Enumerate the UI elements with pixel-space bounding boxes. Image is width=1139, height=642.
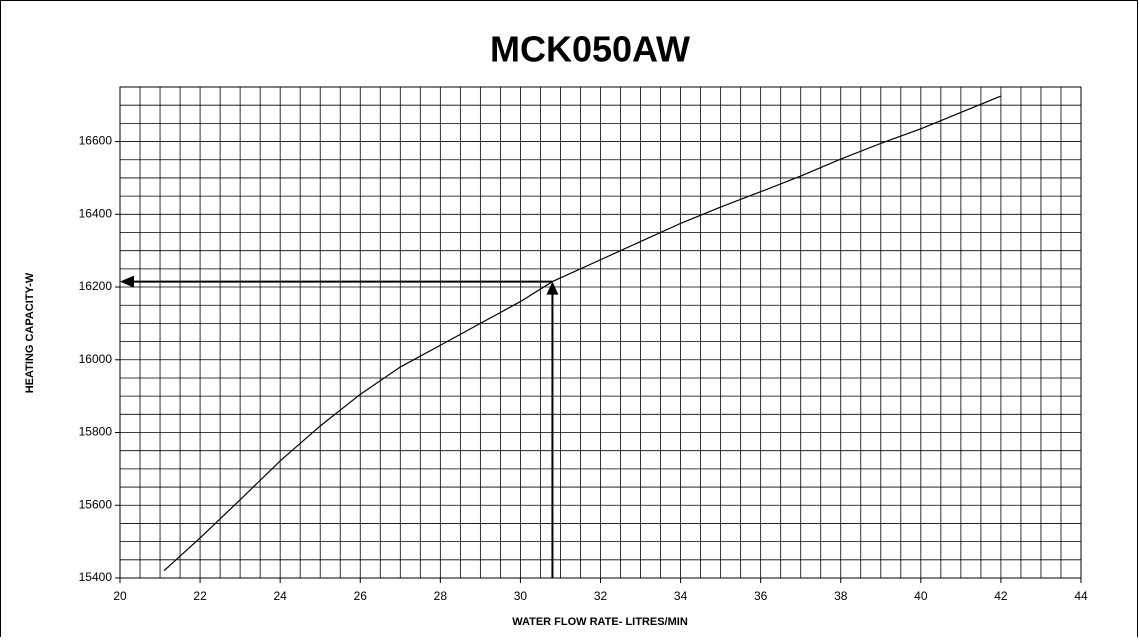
marker-arrowhead xyxy=(120,275,134,288)
y-tick-label: 15800 xyxy=(79,425,113,439)
y-tick-label: 16400 xyxy=(79,206,113,220)
y-tick-label: 15400 xyxy=(79,570,113,584)
y-tick-label: 16600 xyxy=(79,134,113,148)
x-tick-label: 22 xyxy=(193,589,207,603)
x-tick-label: 26 xyxy=(354,589,368,603)
x-tick-label: 20 xyxy=(113,589,127,603)
x-tick-label: 36 xyxy=(754,589,768,603)
y-axis-label: HEATING CAPACITY-W xyxy=(24,272,36,393)
x-axis-label: WATER FLOW RATE- LITRES/MIN xyxy=(512,616,688,628)
y-tick-label: 15600 xyxy=(79,497,113,511)
x-tick-label: 32 xyxy=(594,589,608,603)
x-tick-label: 38 xyxy=(834,589,848,603)
x-tick-label: 28 xyxy=(434,589,448,603)
y-tick-label: 16200 xyxy=(79,279,113,293)
curve xyxy=(163,95,1002,572)
x-tick-label: 40 xyxy=(914,589,928,603)
x-tick-label: 34 xyxy=(674,589,688,603)
x-tick-label: 24 xyxy=(273,589,287,603)
x-tick-label: 44 xyxy=(1074,589,1088,603)
x-tick-label: 30 xyxy=(514,589,528,603)
marker-arrowhead xyxy=(546,281,559,295)
x-tick-label: 42 xyxy=(994,589,1008,603)
chart-title: MCK050AW xyxy=(490,29,690,70)
y-tick-label: 16000 xyxy=(79,352,113,366)
